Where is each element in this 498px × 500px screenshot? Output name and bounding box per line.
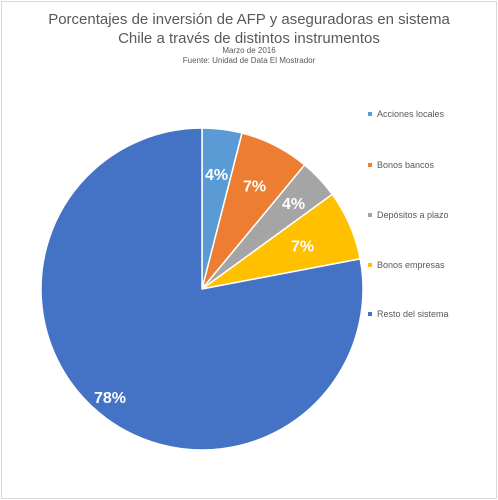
chart-subtitle-source: Fuente: Unidad de Data El Mostrador <box>182 56 316 65</box>
pie-data-label-1: 7% <box>243 179 266 196</box>
legend-label-depositos-a-plazo: Depósitos a plazo <box>377 210 449 220</box>
legend-label-resto-del-sistema: Resto del sistema <box>377 309 449 319</box>
chart-subtitle: Marzo de 2016 Fuente: Unidad de Data El … <box>0 46 498 66</box>
pie-data-label-2: 4% <box>282 196 305 213</box>
legend-label-bonos-bancos: Bonos bancos <box>377 160 435 170</box>
chart-title-line-1: Porcentajes de inversión de AFP y asegur… <box>48 11 450 28</box>
legend-swatch-resto-del-sistema <box>368 312 372 316</box>
legend-swatch-depositos-a-plazo <box>368 213 372 217</box>
pie-slices <box>40 127 364 451</box>
chart-subtitle-date: Marzo de 2016 <box>222 46 276 55</box>
pie-data-labels: 4% 7% 4% 7% 78% <box>94 167 314 407</box>
legend-swatch-bonos-bancos <box>368 163 372 167</box>
legend-label-bonos-empresas: Bonos empresas <box>377 260 445 270</box>
legend-swatch-acciones-locales <box>368 112 372 116</box>
chart-title-line-2: Chile a través de distintos instrumentos <box>118 30 380 47</box>
legend-label-acciones-locales: Acciones locales <box>377 109 445 119</box>
pie-data-label-3: 7% <box>291 239 314 256</box>
pie-slice-resto-del-sistema <box>40 127 364 451</box>
pie-data-label-4: 78% <box>94 390 126 407</box>
pie-data-label-0: 4% <box>205 167 228 184</box>
legend-swatch-bonos-empresas <box>368 263 372 267</box>
chart-title: Porcentajes de inversión de AFP y asegur… <box>0 10 498 48</box>
